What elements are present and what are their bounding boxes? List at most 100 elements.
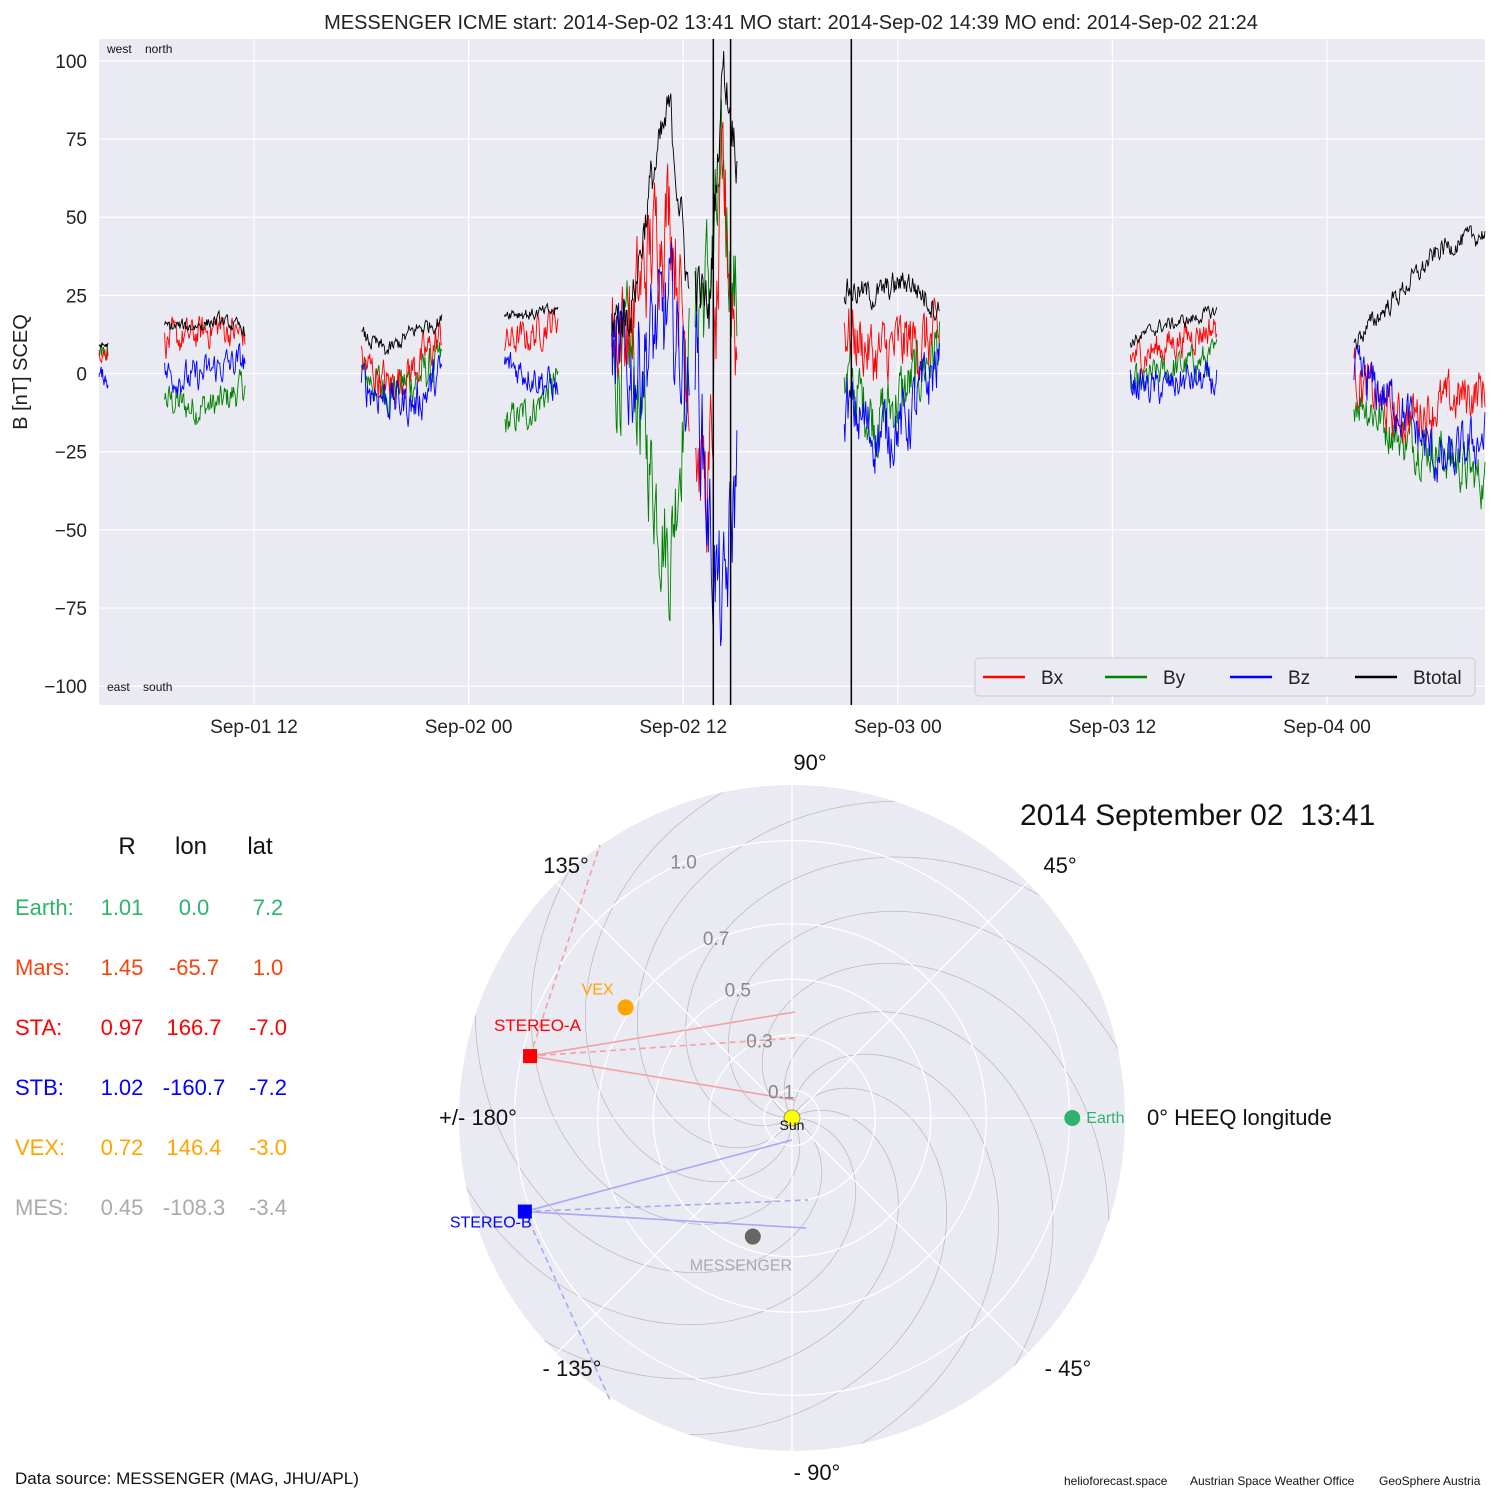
y-axis-label: B [nT] SCEQ bbox=[10, 314, 32, 430]
angle-label: 45° bbox=[1043, 853, 1076, 878]
series-bx-segment bbox=[98, 348, 109, 364]
y-tick-label: −75 bbox=[55, 599, 87, 620]
legend-label-bx: Bx bbox=[1041, 668, 1064, 689]
vex-marker bbox=[617, 999, 634, 1016]
y-tick-labels: 100 75 50 25 0 −25 −50 −75 −100 bbox=[44, 52, 87, 698]
angle-label: +/- 180° bbox=[439, 1105, 517, 1130]
series-btotal-segment bbox=[503, 302, 559, 321]
stereo-a-fov-line bbox=[529, 1055, 796, 1101]
table-row-name: Mars: bbox=[15, 955, 70, 980]
legend-box bbox=[974, 657, 1476, 697]
table-cell-r: 1.45 bbox=[101, 955, 144, 980]
legend-label-btotal: Btotal bbox=[1413, 668, 1462, 689]
table-header-r: R bbox=[118, 833, 135, 860]
angular-gridline bbox=[556, 882, 793, 1119]
table-row-name: STA: bbox=[15, 1015, 62, 1040]
series-bz-segment bbox=[843, 343, 940, 474]
series-by-segment bbox=[164, 369, 246, 426]
y-tick-label: −50 bbox=[55, 521, 87, 542]
series-bz-segment bbox=[1129, 360, 1218, 405]
table-row-name: STB: bbox=[15, 1075, 64, 1100]
table-cell-lon: -160.7 bbox=[163, 1075, 225, 1100]
radial-tick-labels: 0.1 0.3 0.5 0.7 1.0 bbox=[670, 853, 794, 1104]
series-btotal-segment bbox=[164, 309, 246, 337]
grid bbox=[99, 39, 1485, 705]
angular-gridline bbox=[791, 882, 1028, 1119]
x-tick-label: Sep-01 12 bbox=[210, 717, 298, 738]
table-cell-r: 0.45 bbox=[101, 1195, 144, 1220]
table-cell-lon: 166.7 bbox=[166, 1015, 221, 1040]
x-tick-label: Sep-04 00 bbox=[1283, 717, 1371, 738]
table-cell-lat: -3.0 bbox=[249, 1135, 287, 1160]
series-by-segment bbox=[1353, 388, 1486, 510]
messenger-marker bbox=[744, 1228, 761, 1245]
parker-spiral bbox=[584, 785, 793, 1183]
table-row-name: MES: bbox=[15, 1195, 69, 1220]
series-bz-segment bbox=[98, 366, 109, 389]
angular-gridline bbox=[556, 1117, 793, 1354]
y-tick-label: 25 bbox=[66, 286, 87, 307]
parker-spiral bbox=[474, 971, 823, 1273]
table-cell-lat: -7.2 bbox=[249, 1075, 287, 1100]
magnetic-field-chart: 100 75 50 25 0 −25 −50 −75 −100 Sep-01 12 Sep-02 … bbox=[10, 39, 1486, 738]
plot-background bbox=[99, 39, 1485, 705]
stereo-b-label: STEREO-B bbox=[450, 1215, 532, 1232]
series-by-segment bbox=[1129, 337, 1218, 390]
parker-spiral bbox=[761, 963, 1110, 1265]
table-cell-r: 0.72 bbox=[101, 1135, 144, 1160]
series-btotal-segment bbox=[843, 272, 940, 322]
sun-label: Sun bbox=[780, 1117, 805, 1133]
polar-title: 2014 September 02 13:41 bbox=[1020, 799, 1375, 832]
series-bz-segment bbox=[1353, 344, 1486, 483]
bodies: Sun Earth VEX STEREO-A STEREO-B MESSENGER bbox=[450, 981, 1125, 1274]
table-cell-r: 0.97 bbox=[101, 1015, 144, 1040]
stereo-a-fov-line bbox=[529, 1011, 796, 1057]
series-btotal-segment bbox=[361, 314, 443, 356]
legend-label-bz: Bz bbox=[1288, 668, 1310, 689]
parker-spiral bbox=[685, 856, 1077, 1127]
radial-tick-label: 0.7 bbox=[703, 929, 729, 950]
series-bx-segment bbox=[843, 297, 940, 383]
stereo-a-marker bbox=[523, 1049, 538, 1064]
table-cell-lon: -108.3 bbox=[163, 1195, 225, 1220]
chart-title: MESSENGER ICME start: 2014-Sep-02 13:41 … bbox=[324, 12, 1258, 34]
messenger-label: MESSENGER bbox=[690, 1258, 792, 1275]
radial-tick-label: 0.1 bbox=[768, 1082, 794, 1103]
earth-marker bbox=[1064, 1110, 1081, 1126]
table-cell-lon: -65.7 bbox=[169, 955, 219, 980]
y-tick-label: −25 bbox=[55, 443, 87, 464]
credit-website: helioforecast.space bbox=[1064, 1474, 1168, 1488]
table-cell-lat: -3.4 bbox=[249, 1195, 287, 1220]
x-tick-labels: Sep-01 12 Sep-02 00 Sep-02 12 Sep-03 00 Sep-… bbox=[210, 717, 1371, 738]
series-bx-segment bbox=[164, 315, 246, 359]
earth-label: Earth bbox=[1086, 1110, 1124, 1127]
angle-label: - 90° bbox=[794, 1460, 841, 1485]
table-cell-r: 1.02 bbox=[101, 1075, 144, 1100]
table-cell-lat: -7.0 bbox=[249, 1015, 287, 1040]
series-by-segment bbox=[611, 280, 690, 622]
legend-label-by: By bbox=[1163, 668, 1186, 689]
x-tick-label: Sep-03 00 bbox=[854, 717, 942, 738]
parker-spiral bbox=[507, 1109, 899, 1380]
polar-chart: 0.1 0.3 0.5 0.7 1.0 Sun Earth VEX STEREO-A STERE… bbox=[439, 750, 1375, 1485]
stereo-b-fov-line bbox=[524, 1139, 793, 1213]
series-btotal-segment bbox=[611, 93, 690, 337]
angle-labels: 90° 45° 0° HEEQ longitude - 45° - 90° - 135° +… bbox=[439, 750, 1332, 1485]
series-bz-segment bbox=[360, 354, 443, 427]
vex-label: VEX bbox=[582, 981, 614, 998]
parker-spiral bbox=[530, 833, 801, 1225]
series-btotal-segment bbox=[98, 342, 109, 349]
sun-marker bbox=[783, 1109, 801, 1127]
series-group bbox=[98, 50, 1486, 646]
series-bx-segment bbox=[1129, 318, 1218, 375]
x-tick-label: Sep-03 12 bbox=[1069, 717, 1157, 738]
parker-spirals bbox=[459, 785, 1125, 1451]
stereo-a-fov-line bbox=[529, 1037, 796, 1057]
table-cell-lon: 0.0 bbox=[179, 895, 210, 920]
radial-tick-label: 1.0 bbox=[670, 853, 696, 874]
stereo-b-fov-line bbox=[524, 1210, 807, 1229]
event-lines bbox=[712, 39, 853, 705]
parker-spiral bbox=[791, 1053, 1000, 1451]
angle-label: 0° HEEQ longitude bbox=[1147, 1105, 1332, 1130]
